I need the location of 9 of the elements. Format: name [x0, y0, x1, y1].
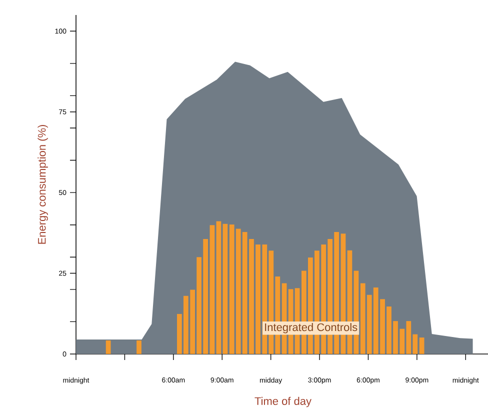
- bar: [419, 338, 424, 354]
- x-axis-title: Time of day: [254, 396, 312, 408]
- bar: [106, 340, 111, 354]
- bar: [216, 221, 222, 354]
- bar: [222, 224, 228, 354]
- bar: [136, 340, 142, 354]
- y-axis-title: Energy consumption (%): [38, 124, 48, 244]
- bar: [210, 225, 215, 354]
- series-label: Integrated Controls: [265, 323, 358, 334]
